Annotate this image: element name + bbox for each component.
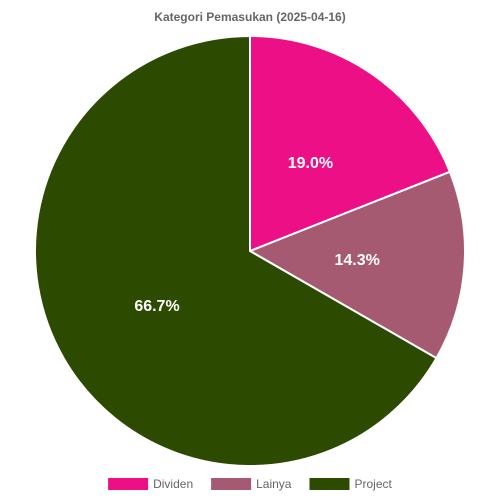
legend-item-project[interactable]: Project <box>309 477 393 491</box>
pie-slices <box>34 34 466 467</box>
legend-label-lainya: Lainya <box>256 477 292 491</box>
legend-item-lainya[interactable]: Lainya <box>211 477 292 491</box>
slice-label-project: 66.7% <box>134 298 179 315</box>
pie-slice-labels: 19.0% 14.3% 66.7% <box>134 155 380 315</box>
legend-label-project: Project <box>355 477 393 491</box>
legend-label-dividen: Dividen <box>153 477 193 491</box>
pie-slice-project[interactable] <box>34 34 438 467</box>
chart-title: Kategori Pemasukan (2025-04-16) <box>154 10 345 24</box>
legend-swatch-dividen <box>108 478 149 490</box>
slice-label-dividen: 19.0% <box>288 155 333 172</box>
legend-item-dividen[interactable]: Dividen <box>108 477 193 491</box>
pie-slice-dividen[interactable] <box>249 34 452 253</box>
legend-swatch-project <box>309 478 350 490</box>
slice-label-lainya: 14.3% <box>335 252 380 269</box>
legend: Dividen Lainya Project <box>108 477 393 491</box>
pie-slice-lainya[interactable] <box>247 170 466 360</box>
legend-swatch-lainya <box>211 478 252 490</box>
